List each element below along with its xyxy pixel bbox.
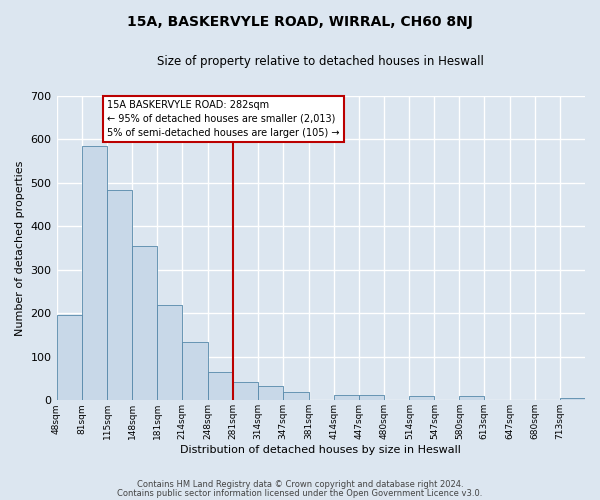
Bar [460,396,484,400]
Bar [208,372,233,400]
Bar [359,395,383,400]
Bar [157,306,182,400]
Text: Contains HM Land Registry data © Crown copyright and database right 2024.: Contains HM Land Registry data © Crown c… [137,480,463,489]
Bar [560,398,585,400]
Title: Size of property relative to detached houses in Heswall: Size of property relative to detached ho… [157,55,484,68]
Bar [233,382,258,400]
Bar [107,190,132,400]
Bar [132,246,157,400]
Bar [182,342,208,400]
Bar [283,392,308,400]
Text: Contains public sector information licensed under the Open Government Licence v3: Contains public sector information licen… [118,489,482,498]
Bar [82,146,107,400]
Bar [56,316,82,400]
Bar [334,395,359,400]
X-axis label: Distribution of detached houses by size in Heswall: Distribution of detached houses by size … [181,445,461,455]
Bar [258,386,283,400]
Y-axis label: Number of detached properties: Number of detached properties [15,160,25,336]
Text: 15A BASKERVYLE ROAD: 282sqm
← 95% of detached houses are smaller (2,013)
5% of s: 15A BASKERVYLE ROAD: 282sqm ← 95% of det… [107,100,340,138]
Text: 15A, BASKERVYLE ROAD, WIRRAL, CH60 8NJ: 15A, BASKERVYLE ROAD, WIRRAL, CH60 8NJ [127,15,473,29]
Bar [409,396,434,400]
